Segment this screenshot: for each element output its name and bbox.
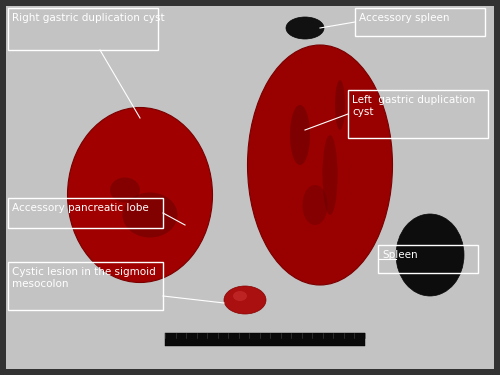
- Bar: [8, 198, 163, 228]
- Bar: [8, 8, 158, 50]
- Ellipse shape: [122, 192, 178, 237]
- Bar: [8, 262, 163, 310]
- Ellipse shape: [322, 135, 338, 215]
- Text: Accessory spleen: Accessory spleen: [359, 13, 450, 23]
- Ellipse shape: [302, 185, 328, 225]
- Bar: [348, 90, 488, 138]
- Bar: [165, 333, 365, 346]
- Text: Right gastric duplication cyst: Right gastric duplication cyst: [12, 13, 164, 23]
- Ellipse shape: [335, 80, 345, 130]
- Ellipse shape: [248, 45, 392, 285]
- Ellipse shape: [68, 108, 212, 282]
- Text: Spleen: Spleen: [382, 250, 418, 260]
- Text: Accessory pancreatic lobe: Accessory pancreatic lobe: [12, 203, 149, 213]
- Ellipse shape: [396, 214, 464, 296]
- Bar: [355, 8, 485, 36]
- Ellipse shape: [224, 286, 266, 314]
- Ellipse shape: [110, 177, 140, 203]
- Text: Left  gastric duplication
cyst: Left gastric duplication cyst: [352, 95, 476, 117]
- Ellipse shape: [286, 17, 324, 39]
- Bar: [378, 245, 478, 273]
- Ellipse shape: [233, 291, 247, 301]
- Text: Cystic lesion in the sigmoid
mesocolon: Cystic lesion in the sigmoid mesocolon: [12, 267, 156, 290]
- Ellipse shape: [290, 105, 310, 165]
